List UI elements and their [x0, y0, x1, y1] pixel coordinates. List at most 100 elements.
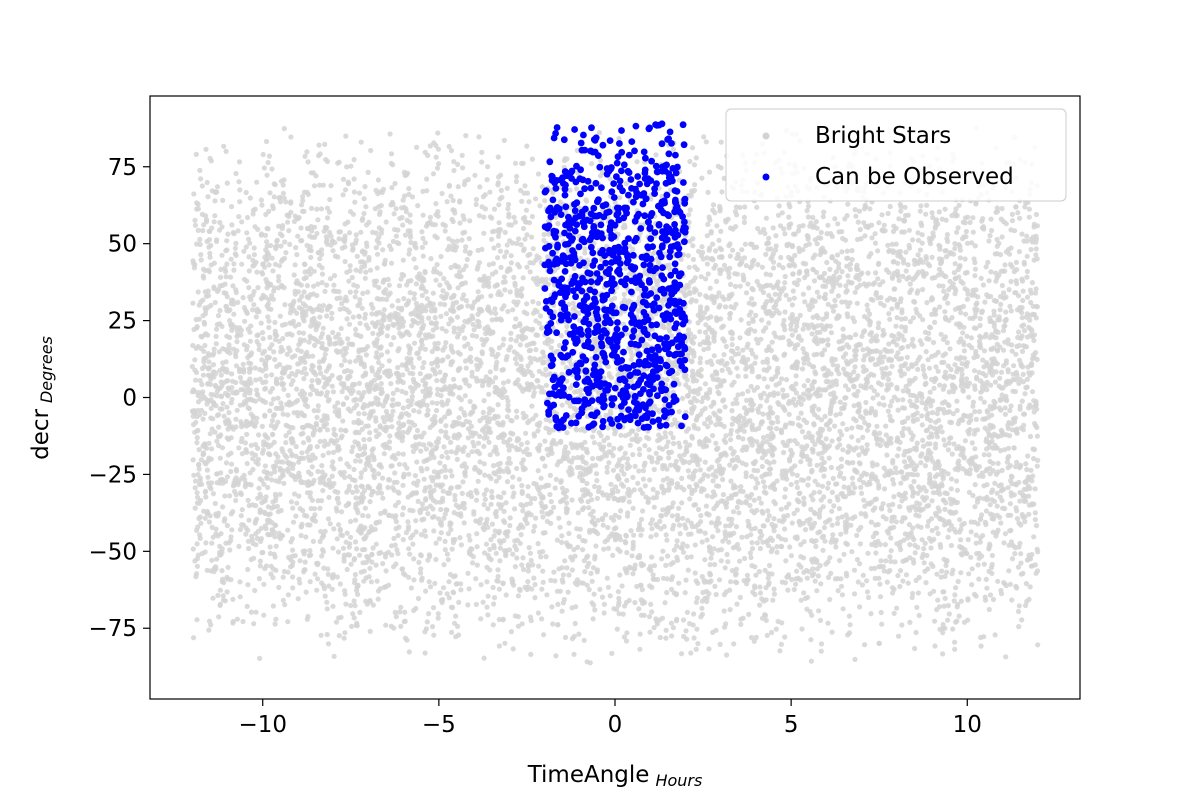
bright-star-point	[860, 434, 866, 440]
bright-star-point	[944, 232, 951, 238]
bright-star-point	[696, 528, 702, 534]
bright-star-point	[268, 401, 274, 407]
bright-star-point	[609, 650, 615, 657]
bright-star-point	[251, 245, 257, 251]
bright-star-point	[606, 460, 612, 466]
bright-star-point	[451, 167, 457, 174]
bright-star-point	[786, 411, 792, 417]
bright-star-point	[516, 476, 523, 482]
bright-star-point	[705, 271, 711, 277]
bright-star-point	[424, 412, 430, 418]
bright-star-point	[345, 181, 351, 187]
bright-star-point	[921, 546, 927, 552]
bright-star-point	[405, 404, 411, 410]
bright-star-point	[190, 342, 196, 349]
bright-star-point	[426, 441, 432, 447]
bright-star-point	[350, 444, 356, 450]
bright-star-point	[1008, 490, 1014, 496]
bright-star-point	[913, 512, 919, 518]
bright-star-point	[510, 474, 516, 480]
bright-star-point	[433, 277, 439, 283]
bright-star-point	[686, 484, 693, 490]
bright-star-point	[911, 478, 917, 485]
bright-star-point	[194, 563, 200, 569]
bright-star-point	[958, 537, 964, 543]
bright-star-point	[906, 522, 913, 528]
bright-star-point	[191, 472, 197, 478]
bright-star-point	[512, 356, 519, 362]
bright-star-point	[629, 553, 635, 559]
bright-star-point	[719, 367, 725, 373]
bright-star-point	[342, 427, 348, 434]
bright-star-point	[406, 186, 412, 192]
bright-star-point	[346, 321, 353, 327]
bright-star-point	[840, 326, 846, 332]
bright-star-point	[832, 303, 838, 309]
bright-star-point	[361, 437, 367, 443]
bright-star-point	[307, 547, 313, 554]
bright-star-point	[747, 495, 753, 501]
bright-star-point	[865, 594, 872, 601]
bright-star-point	[492, 306, 498, 312]
bright-star-point	[586, 505, 592, 511]
bright-star-point	[422, 650, 428, 656]
bright-star-point	[428, 495, 434, 501]
bright-star-point	[813, 543, 819, 550]
bright-star-point	[437, 369, 443, 375]
bright-star-point	[915, 366, 921, 372]
bright-star-point	[245, 566, 251, 573]
bright-star-point	[592, 607, 598, 613]
bright-star-point	[664, 537, 670, 543]
bright-star-point	[976, 369, 982, 375]
bright-star-point	[782, 309, 788, 315]
bright-star-point	[921, 560, 927, 566]
bright-star-point	[457, 351, 463, 357]
bright-star-point	[798, 410, 804, 416]
bright-star-point	[389, 185, 395, 191]
bright-star-point	[785, 572, 792, 578]
bright-star-point	[285, 392, 291, 398]
bright-star-point	[879, 621, 885, 627]
bright-star-point	[275, 419, 281, 425]
bright-star-point	[495, 154, 501, 160]
bright-star-point	[352, 294, 358, 300]
bright-star-point	[407, 247, 413, 253]
bright-star-point	[945, 300, 951, 306]
bright-star-point	[849, 549, 855, 555]
bright-star-point	[516, 236, 522, 242]
bright-star-point	[427, 484, 433, 490]
bright-star-point	[348, 602, 354, 609]
bright-star-point	[833, 544, 839, 550]
bright-star-point	[829, 629, 835, 635]
bright-star-point	[972, 273, 978, 279]
bright-star-point	[710, 202, 717, 208]
bright-star-point	[209, 446, 215, 452]
bright-star-point	[990, 596, 997, 603]
bright-star-point	[210, 362, 217, 368]
bright-star-point	[504, 185, 510, 191]
bright-star-point	[753, 312, 759, 318]
bright-star-point	[727, 607, 733, 613]
bright-star-point	[781, 285, 787, 291]
bright-star-point	[649, 609, 655, 615]
bright-star-point	[282, 302, 288, 308]
bright-star-point	[886, 502, 892, 508]
bright-star-point	[496, 202, 502, 208]
bright-star-point	[575, 510, 581, 516]
bright-star-point	[296, 342, 302, 348]
bright-star-point	[413, 518, 419, 524]
bright-star-point	[858, 484, 864, 490]
bright-star-point	[361, 196, 367, 202]
bright-star-point	[898, 480, 904, 486]
bright-star-point	[542, 463, 548, 469]
bright-star-point	[192, 222, 198, 228]
bright-star-point	[607, 593, 613, 599]
bright-star-point	[729, 336, 735, 342]
bright-star-point	[849, 257, 855, 263]
bright-star-point	[224, 522, 230, 529]
bright-star-point	[402, 609, 408, 615]
bright-star-point	[986, 278, 992, 284]
bright-star-point	[455, 285, 461, 291]
bright-star-point	[320, 303, 327, 309]
bright-star-point	[384, 349, 390, 355]
